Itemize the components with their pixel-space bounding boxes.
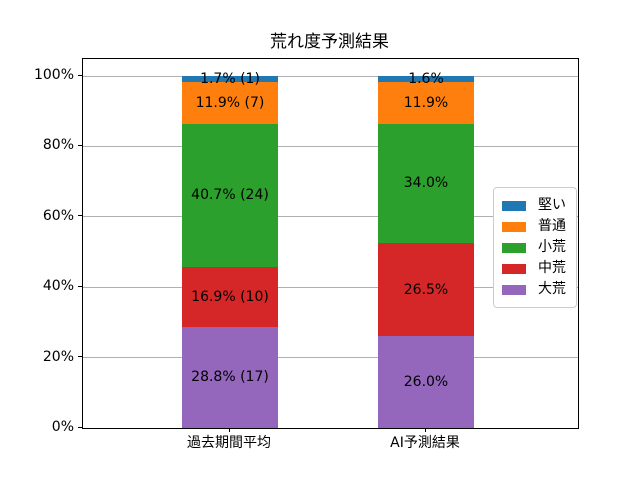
legend-item: 堅い	[502, 195, 566, 216]
y-axis-tick-label: 20%	[42, 348, 74, 365]
legend-item-label: 普通	[538, 218, 566, 234]
bar-segment-label: 11.9%	[403, 94, 449, 111]
legend-swatch	[502, 242, 526, 253]
bar-segment: 11.9% (7)	[182, 81, 278, 124]
bar-segment-label: 26.0%	[403, 374, 449, 391]
legend-item-label: 大荒	[538, 281, 566, 297]
bar-segment-label: 34.0%	[403, 175, 449, 192]
x-axis-tick-mark	[229, 428, 230, 432]
bar-segment: 34.0%	[378, 123, 474, 244]
bar-segment: 11.9%	[378, 81, 474, 124]
gridline	[83, 286, 578, 288]
x-axis-tick-label: 過去期間平均	[187, 435, 271, 451]
legend: 堅い普通小荒中荒大荒	[493, 187, 577, 308]
legend-swatch	[502, 221, 526, 232]
legend-item-label: 堅い	[538, 197, 566, 213]
x-axis-tick-label: AI予測結果	[390, 435, 460, 451]
y-axis-tick-mark	[78, 144, 82, 146]
y-axis-tick-mark	[78, 426, 82, 428]
y-axis-tick-label: 60%	[42, 207, 74, 224]
bar-segment: 26.0%	[378, 336, 474, 428]
legend-item-label: 中荒	[538, 260, 566, 276]
bar-segment-label: 16.9% (10)	[191, 288, 269, 305]
y-axis-tick-label: 100%	[33, 67, 74, 83]
y-axis-tick-label: 0%	[51, 419, 74, 435]
y-axis-tick-mark	[78, 215, 82, 217]
legend-item-label: 小荒	[538, 239, 566, 255]
legend-swatch	[502, 200, 526, 211]
legend-item: 小荒	[502, 237, 566, 258]
y-axis-tick-mark	[78, 356, 82, 358]
gridline	[83, 216, 578, 218]
legend-item: 普通	[502, 216, 566, 237]
legend-item: 大荒	[502, 279, 566, 300]
gridline	[83, 357, 578, 359]
bar-segment-label: 1.6%	[408, 70, 444, 87]
y-axis-tick-label: 40%	[42, 278, 74, 295]
bar-segment: 1.7% (1)	[182, 72, 278, 86]
bar-segment-label: 40.7% (24)	[191, 187, 269, 204]
bar-segment-label: 11.9% (7)	[195, 94, 265, 111]
gridline	[83, 75, 578, 77]
bar-segment-label: 28.8% (17)	[191, 369, 269, 386]
x-axis-tick-mark	[425, 428, 426, 432]
bar-segment: 26.5%	[378, 243, 474, 337]
bar-segment-label: 26.5%	[403, 281, 449, 298]
gridline	[83, 145, 578, 147]
y-axis-tick-mark	[78, 74, 82, 76]
legend-swatch	[502, 263, 526, 274]
bar-segment: 28.8% (17)	[182, 326, 278, 428]
bar-segment: 1.6%	[378, 72, 474, 86]
bar-segment: 40.7% (24)	[182, 123, 278, 268]
legend-item: 中荒	[502, 258, 566, 279]
legend-swatch	[502, 284, 526, 295]
chart-title: 荒れ度予測結果	[270, 32, 389, 52]
bar-segment-label: 1.7% (1)	[200, 70, 260, 87]
bar-segment: 16.9% (10)	[182, 267, 278, 327]
y-axis-tick-label: 80%	[42, 137, 74, 154]
y-axis-tick-mark	[78, 285, 82, 287]
